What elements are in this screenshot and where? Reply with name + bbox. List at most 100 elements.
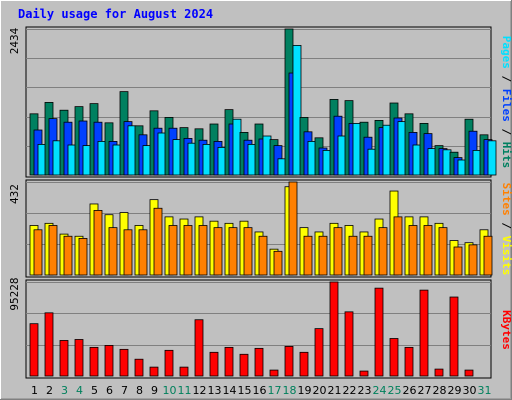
kbytes-bar-kbytes-fill	[299, 351, 309, 377]
visits-sites-bar-sites-fill	[93, 210, 103, 276]
visits-sites-bar-sites-fill	[198, 225, 208, 276]
kbytes-bar-kbytes-fill	[149, 366, 159, 377]
visits-sites-bar-sites-fill	[78, 238, 88, 276]
legend-separator: /	[500, 122, 512, 142]
kbytes-bar-kbytes	[329, 281, 339, 377]
kbytes-bar-kbytes	[59, 340, 69, 377]
x-tick-label: 6	[106, 384, 113, 397]
kbytes-bar-kbytes	[359, 370, 369, 377]
visits-sites-bar-sites-fill	[228, 227, 238, 276]
visits-sites-bar-sites	[63, 235, 73, 276]
visits-sites-bar-sites-fill	[183, 225, 193, 276]
visits-sites-bar-sites	[48, 225, 58, 276]
visits-sites-bar-sites	[243, 227, 253, 276]
visits-sites-ymax-label: 432	[8, 184, 21, 204]
visits-sites-bar-sites	[228, 227, 238, 276]
visits-sites-bar-sites	[453, 246, 463, 276]
visits-sites-bar-sites-fill	[168, 225, 178, 276]
x-tick-label: 1	[31, 384, 38, 397]
visits-sites-legend: Sites / Visits	[500, 183, 512, 276]
kbytes-bar-kbytes	[149, 366, 159, 377]
x-tick-label: 18	[283, 384, 297, 397]
kbytes-bar-kbytes	[344, 311, 354, 377]
visits-sites-bar-sites	[93, 210, 103, 276]
visits-sites-bar-sites	[438, 227, 448, 276]
kbytes-bar-kbytes	[44, 312, 54, 377]
kbytes-bar-kbytes-fill	[104, 344, 114, 377]
x-tick-label: 26	[403, 384, 417, 397]
x-tick-label: 31	[478, 384, 492, 397]
visits-sites-bar-sites-fill	[408, 225, 418, 276]
kbytes-bar-kbytes	[434, 368, 444, 377]
x-tick-label: 27	[418, 384, 432, 397]
kbytes-bar-kbytes-fill	[449, 296, 459, 377]
visits-sites-bar-sites-fill	[123, 229, 133, 276]
visits-sites-bar-sites	[288, 181, 298, 276]
visits-sites-bar-sites-fill	[483, 235, 493, 276]
visits-sites-bar-sites-fill	[453, 246, 463, 276]
kbytes-bar-kbytes	[449, 296, 459, 377]
x-tick-label: 19	[298, 384, 312, 397]
visits-sites-bar-sites-fill	[138, 229, 148, 276]
kbytes-bar-kbytes	[29, 323, 39, 377]
visits-sites-bar-sites-fill	[33, 229, 43, 276]
kbytes-bar-kbytes	[284, 345, 294, 377]
visits-sites-bar-sites-fill	[273, 250, 283, 276]
kbytes-bar-kbytes	[239, 353, 249, 377]
kbytes-bar-kbytes-fill	[194, 319, 204, 377]
kbytes-bar-kbytes-fill	[359, 370, 369, 377]
visits-sites-bar-sites-fill	[303, 235, 313, 276]
kbytes-bar-kbytes-fill	[419, 289, 429, 377]
visits-sites-bar-sites	[198, 225, 208, 276]
visits-sites-bar-sites-fill	[423, 225, 433, 276]
kbytes-bar-kbytes	[389, 338, 399, 377]
visits-sites-bar-sites	[333, 227, 343, 276]
kbytes-bar-kbytes	[104, 344, 114, 377]
legend-files: Files	[500, 89, 512, 122]
kbytes-bar-kbytes	[419, 289, 429, 377]
hits-files-pages-bar-pages	[487, 140, 497, 176]
visits-sites-bar-sites	[108, 227, 118, 276]
visits-sites-bar-sites-fill	[348, 235, 358, 276]
hits-files-pages-legend: Pages / Files / Hits	[500, 36, 512, 169]
visits-sites-bar-sites-fill	[243, 227, 253, 276]
visits-sites-bar-sites	[378, 227, 388, 276]
hits-files-pages-bar-pages-fill	[292, 45, 302, 176]
visits-sites-bar-sites	[33, 229, 43, 276]
kbytes-bar-kbytes	[314, 328, 324, 377]
kbytes-bar-kbytes-fill	[314, 328, 324, 377]
x-tick-label: 21	[328, 384, 342, 397]
kbytes-bar-kbytes	[194, 319, 204, 377]
kbytes-bar-kbytes-fill	[464, 369, 474, 377]
kbytes-bar-kbytes	[404, 346, 414, 377]
kbytes-bar-kbytes-fill	[59, 340, 69, 377]
legend-sites: Sites	[500, 183, 512, 216]
kbytes-bar-kbytes-fill	[74, 339, 84, 377]
visits-sites-bar-sites	[318, 235, 328, 276]
kbytes-bar-kbytes	[374, 287, 384, 377]
x-tick-label: 15	[238, 384, 252, 397]
x-tick-label: 20	[313, 384, 327, 397]
x-tick-label: 23	[358, 384, 372, 397]
legend-separator: /	[500, 216, 512, 236]
kbytes-bar-kbytes	[89, 346, 99, 377]
x-tick-label: 12	[193, 384, 207, 397]
visits-sites-bar-sites-fill	[288, 181, 298, 276]
x-tick-label: 24	[373, 384, 387, 397]
visits-sites-bar-sites	[483, 235, 493, 276]
visits-sites-bar-sites	[123, 229, 133, 276]
visits-sites-bar-sites	[78, 238, 88, 276]
visits-sites-bar-sites	[363, 235, 373, 276]
visits-sites-bar-sites-fill	[438, 227, 448, 276]
visits-sites-bar-sites	[273, 250, 283, 276]
visits-sites-bar-sites	[303, 235, 313, 276]
x-tick-label: 30	[463, 384, 477, 397]
x-tick-label: 9	[151, 384, 158, 397]
visits-sites-bar-sites-fill	[63, 235, 73, 276]
kbytes-bar-kbytes	[464, 369, 474, 377]
x-tick-label: 10	[163, 384, 177, 397]
kbytes-bar-kbytes-fill	[269, 369, 279, 377]
x-tick-label: 11	[178, 384, 192, 397]
